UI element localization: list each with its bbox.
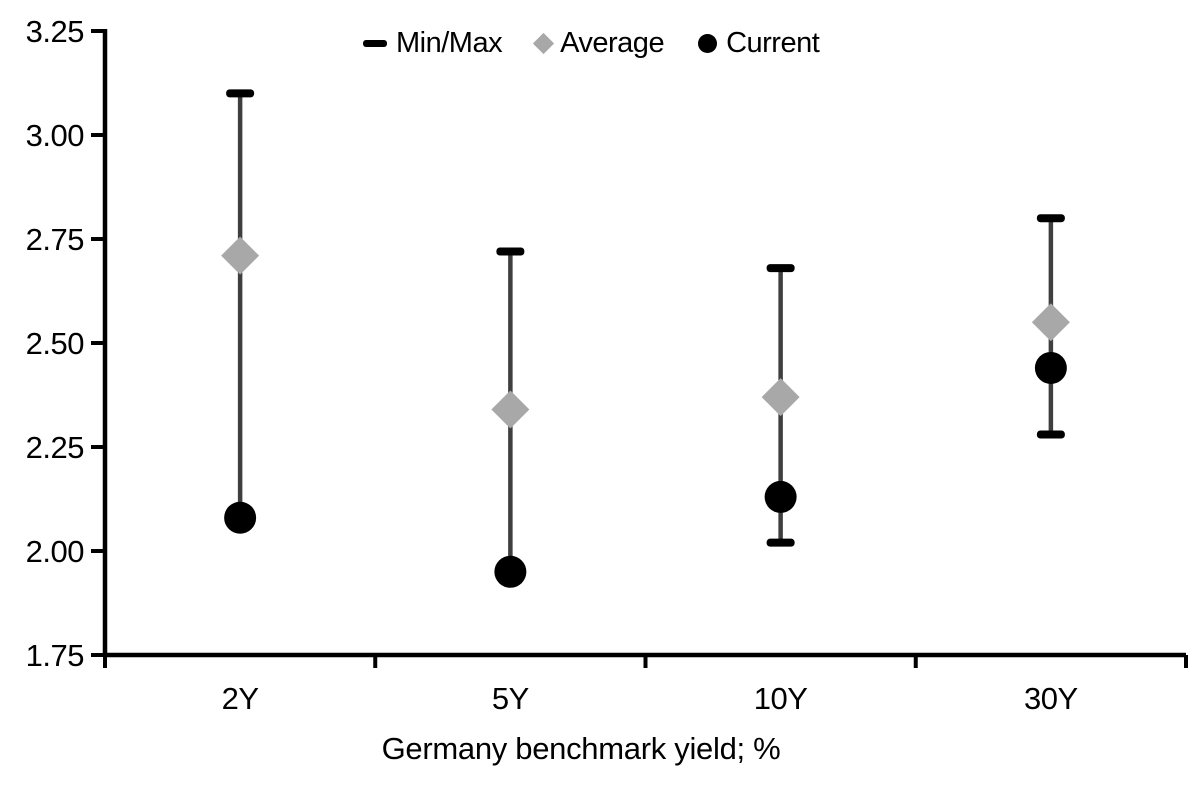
- legend-item-average: Average: [532, 27, 665, 60]
- y-axis-label: 2.25: [26, 430, 84, 465]
- y-axis-label: 2.00: [26, 534, 85, 569]
- minmax-cap-max-5y: [496, 247, 525, 256]
- average-marker-30y: [1031, 303, 1070, 342]
- y-axis-label: 2.75: [26, 222, 84, 257]
- x-axis-label-2y: 2Y: [222, 681, 259, 716]
- minmax-cap-max-2y: [226, 89, 255, 98]
- legend-label-minmax: Min/Max: [396, 27, 503, 59]
- minmax-dash-icon: [363, 40, 387, 47]
- x-axis-label-10y: 10Y: [754, 681, 808, 716]
- chart-legend: Min/Max Average Current: [363, 27, 820, 60]
- x-axis-label-30y: 30Y: [1024, 681, 1078, 716]
- legend-item-current: Current: [698, 27, 820, 60]
- minmax-cap-max-10y: [766, 264, 795, 273]
- current-marker-10y: [764, 480, 797, 513]
- current-circle-icon: [698, 34, 718, 53]
- x-axis-title: Germany benchmark yield; %: [381, 731, 781, 766]
- current-marker-2y: [224, 501, 257, 534]
- current-marker-30y: [1034, 351, 1067, 384]
- legend-label-current: Current: [726, 27, 820, 59]
- legend-label-average: Average: [560, 27, 665, 59]
- y-axis-label: 3.00: [26, 118, 85, 153]
- average-marker-5y: [491, 390, 530, 429]
- average-marker-10y: [761, 378, 800, 417]
- minmax-cap-min-30y: [1036, 430, 1065, 439]
- minmax-cap-min-10y: [766, 538, 795, 547]
- y-axis-label: 3.25: [26, 14, 84, 49]
- y-axis-label: 1.75: [26, 638, 84, 673]
- y-axis-label: 2.50: [26, 326, 85, 361]
- current-marker-5y: [494, 555, 527, 588]
- average-marker-2y: [221, 236, 260, 275]
- minmax-cap-max-30y: [1036, 214, 1065, 223]
- legend-item-minmax: Min/Max: [363, 27, 503, 60]
- x-axis-label-5y: 5Y: [492, 681, 529, 716]
